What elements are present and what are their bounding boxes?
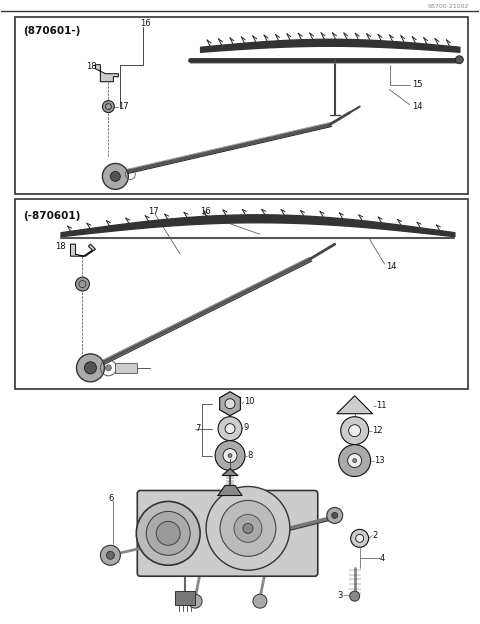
Text: 11: 11 — [376, 401, 386, 410]
Bar — [15, 17, 468, 194]
Polygon shape — [336, 396, 372, 414]
Circle shape — [220, 500, 276, 556]
Circle shape — [106, 365, 111, 371]
Text: 98700-21002: 98700-21002 — [428, 4, 469, 9]
Circle shape — [218, 417, 242, 441]
Text: 18: 18 — [86, 62, 97, 71]
Circle shape — [253, 594, 267, 608]
Circle shape — [332, 512, 338, 519]
Text: 13: 13 — [373, 456, 384, 465]
Text: 15: 15 — [412, 80, 423, 89]
Text: 9: 9 — [244, 423, 249, 432]
Circle shape — [223, 449, 237, 462]
Text: 2: 2 — [372, 531, 378, 540]
Polygon shape — [96, 65, 119, 82]
Text: 7: 7 — [195, 424, 201, 433]
Bar — [175, 591, 195, 605]
Circle shape — [84, 362, 96, 374]
Polygon shape — [71, 244, 96, 256]
Circle shape — [75, 277, 89, 291]
Circle shape — [136, 502, 200, 565]
Polygon shape — [218, 485, 242, 495]
Circle shape — [456, 56, 463, 64]
Text: 4: 4 — [380, 553, 385, 563]
Circle shape — [102, 100, 114, 112]
Circle shape — [100, 545, 120, 565]
Text: 17: 17 — [148, 207, 159, 216]
Circle shape — [351, 529, 369, 547]
Text: 17: 17 — [119, 102, 129, 111]
Text: 18: 18 — [56, 241, 66, 251]
Circle shape — [188, 594, 202, 608]
Polygon shape — [222, 469, 238, 475]
Circle shape — [228, 454, 232, 457]
Circle shape — [225, 399, 235, 409]
Circle shape — [107, 552, 114, 559]
Circle shape — [348, 454, 361, 467]
Circle shape — [225, 424, 235, 434]
Circle shape — [110, 172, 120, 182]
Text: (-870601): (-870601) — [23, 212, 80, 222]
Text: 8: 8 — [247, 451, 252, 460]
Circle shape — [350, 591, 360, 601]
Circle shape — [353, 459, 357, 462]
Circle shape — [234, 514, 262, 542]
Circle shape — [156, 522, 180, 545]
Circle shape — [76, 354, 104, 382]
Circle shape — [341, 417, 369, 445]
Circle shape — [243, 524, 253, 534]
Circle shape — [206, 487, 290, 570]
Text: 3: 3 — [337, 591, 343, 600]
Text: 14: 14 — [412, 102, 423, 111]
Circle shape — [339, 445, 371, 477]
Text: 16: 16 — [140, 19, 151, 28]
Text: 10: 10 — [244, 397, 254, 406]
Circle shape — [215, 441, 245, 470]
Polygon shape — [220, 392, 240, 416]
Bar — [115, 363, 137, 373]
Circle shape — [356, 534, 364, 542]
Bar — [15, 199, 468, 389]
Text: (870601-): (870601-) — [23, 26, 80, 36]
Circle shape — [348, 425, 360, 437]
Text: 6: 6 — [108, 494, 114, 503]
Circle shape — [327, 507, 343, 524]
Text: 16: 16 — [200, 207, 211, 216]
Circle shape — [146, 512, 190, 555]
FancyBboxPatch shape — [137, 490, 318, 576]
Text: 12: 12 — [372, 426, 382, 435]
Text: 14: 14 — [386, 261, 397, 271]
Circle shape — [102, 163, 128, 189]
